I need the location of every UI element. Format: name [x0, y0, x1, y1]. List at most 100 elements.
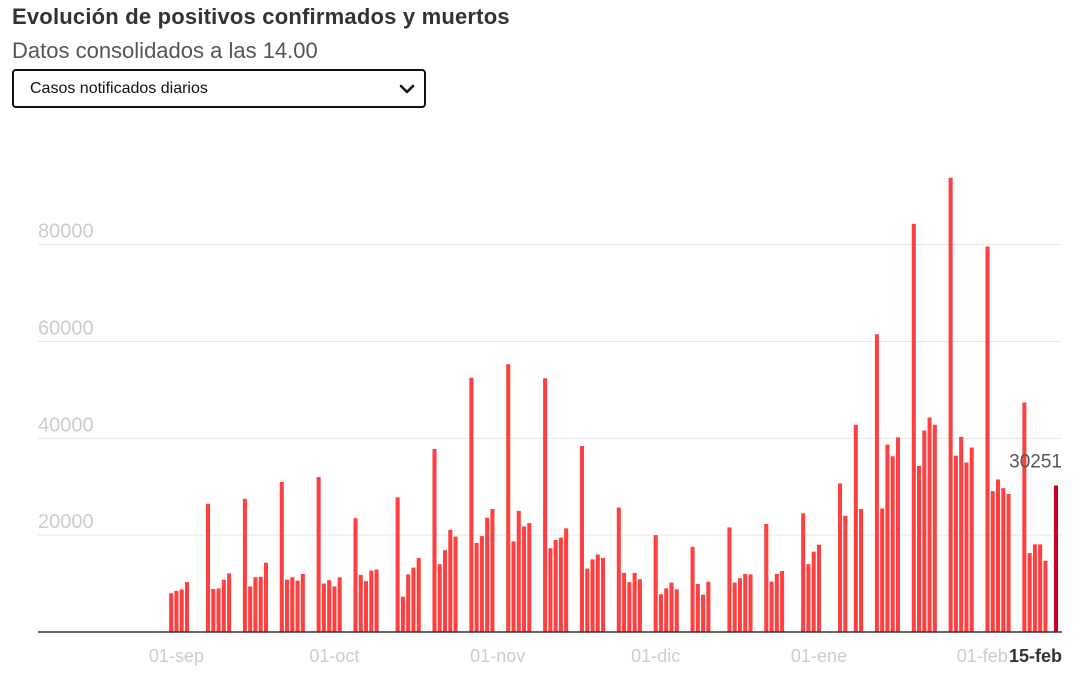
bar — [885, 444, 890, 632]
bar — [932, 424, 937, 632]
bar — [669, 582, 674, 632]
bar — [769, 581, 774, 632]
bar — [400, 596, 405, 632]
bar — [179, 589, 184, 632]
bar — [479, 536, 484, 632]
bar — [174, 590, 179, 632]
bar — [890, 456, 895, 632]
bar — [701, 594, 706, 632]
bar — [811, 551, 816, 632]
bar — [227, 573, 232, 632]
bar — [553, 540, 558, 632]
bar — [406, 574, 411, 632]
bar — [453, 536, 458, 632]
x-tick-label: 01-ene — [791, 646, 847, 666]
bar — [506, 364, 511, 632]
bar — [253, 577, 258, 632]
bar — [922, 430, 927, 632]
y-tick-label: 60000 — [38, 317, 94, 339]
bar — [285, 579, 290, 632]
bar — [332, 586, 337, 632]
bar — [416, 557, 421, 632]
bar — [432, 448, 437, 632]
bar — [1001, 488, 1006, 632]
bar — [880, 508, 885, 632]
bar — [953, 455, 958, 632]
chart-title: Evolución de positivos confirmados y mue… — [12, 4, 510, 29]
bar — [353, 518, 358, 632]
bar — [737, 578, 742, 632]
chart-subtitle: Datos consolidados a las 14.00 — [12, 38, 318, 63]
bar — [474, 542, 479, 632]
x-tick-label: 01-dic — [631, 646, 680, 666]
bar — [206, 503, 211, 632]
bar — [321, 583, 326, 632]
bar — [1022, 402, 1027, 632]
bar — [695, 584, 700, 632]
bar — [585, 568, 590, 632]
bar — [358, 574, 363, 632]
bar — [279, 481, 284, 632]
bar — [263, 562, 268, 632]
bar — [853, 424, 858, 632]
bar — [664, 588, 669, 632]
bar — [985, 246, 990, 632]
chevron-down-icon — [399, 84, 415, 94]
bar — [327, 580, 332, 632]
bar — [990, 491, 995, 632]
bar — [216, 588, 221, 632]
bar — [516, 510, 521, 632]
bar — [258, 576, 263, 632]
bar — [558, 537, 563, 632]
bar — [548, 548, 553, 632]
bar — [1032, 544, 1037, 632]
bar — [248, 586, 253, 632]
bar — [948, 177, 953, 632]
bar — [748, 574, 753, 632]
y-tick-label: 40000 — [38, 414, 94, 436]
bar — [843, 515, 848, 632]
bar — [221, 579, 226, 632]
y-tick-label: 80000 — [38, 221, 94, 243]
bar — [564, 528, 569, 632]
bar — [469, 377, 474, 632]
bar — [690, 546, 695, 632]
highlight-bar — [1053, 485, 1058, 632]
bar — [437, 564, 442, 632]
bar — [369, 570, 374, 632]
bar — [806, 564, 811, 632]
bar — [774, 573, 779, 632]
bar — [959, 436, 964, 632]
bar — [658, 594, 663, 632]
x-tick-label: 01-feb — [957, 646, 1008, 666]
x-tick-label: 01-sep — [149, 646, 204, 666]
bar — [616, 507, 621, 632]
bar — [927, 417, 932, 632]
bar — [743, 573, 748, 632]
bar — [295, 580, 300, 632]
bar — [727, 527, 732, 632]
bar — [653, 535, 658, 632]
bar — [395, 497, 400, 632]
bar — [637, 579, 642, 632]
bar — [374, 569, 379, 632]
bar — [316, 477, 321, 632]
bar — [706, 581, 711, 632]
bar — [838, 483, 843, 632]
x-tick-label: 01-nov — [470, 646, 525, 666]
metric-select-value: Casos notificados diarios — [30, 80, 208, 97]
y-tick-label: 20000 — [38, 511, 94, 533]
bar — [859, 509, 864, 632]
x-tick-label: 01-oct — [309, 646, 359, 666]
bar — [732, 582, 737, 632]
bar — [590, 559, 595, 632]
bar — [527, 523, 532, 632]
bar — [242, 498, 247, 632]
bar — [996, 479, 1001, 632]
bar — [1027, 553, 1032, 632]
bar — [1006, 494, 1011, 632]
metric-select[interactable]: Casos notificados diarios — [12, 69, 426, 108]
bar — [448, 529, 453, 632]
bar — [627, 582, 632, 632]
